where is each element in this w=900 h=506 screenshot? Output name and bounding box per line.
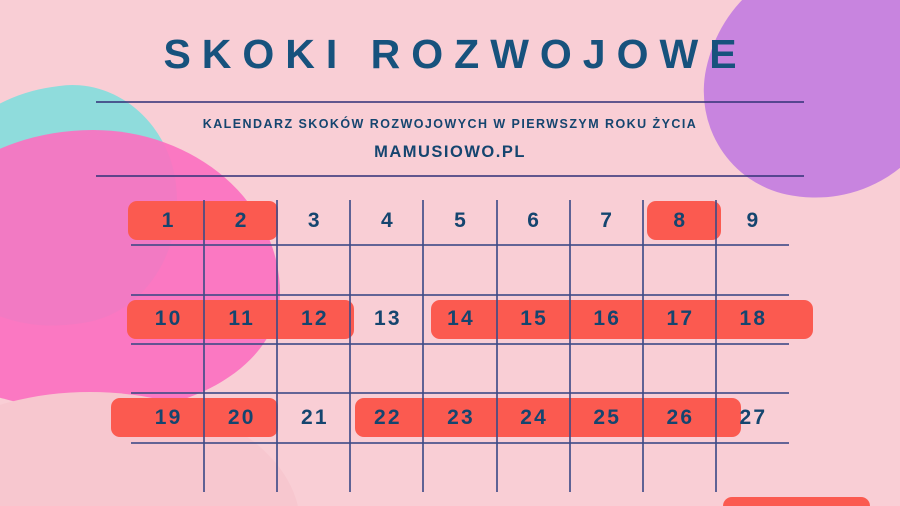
week-cell-highlighted[interactable]: 22 bbox=[374, 405, 402, 429]
week-cell-highlighted[interactable]: 36 bbox=[716, 492, 789, 506]
week-cell[interactable]: 34 bbox=[570, 492, 643, 506]
week-cell[interactable]: 7 bbox=[600, 208, 615, 232]
week-cell-highlighted[interactable]: 4 bbox=[380, 208, 395, 232]
column-divider bbox=[641, 200, 644, 492]
week-cell-highlighted[interactable]: 24 bbox=[520, 405, 549, 429]
week-cell[interactable]: 6 bbox=[527, 208, 542, 232]
row-divider bbox=[131, 441, 789, 444]
week-cell-highlighted[interactable]: 17 bbox=[666, 307, 695, 331]
week-cell-highlighted[interactable]: 8 bbox=[673, 208, 688, 232]
page-title: SKOKI ROZWOJOWE bbox=[163, 31, 748, 77]
week-cell-highlighted[interactable]: 25 bbox=[593, 405, 622, 429]
week-cell[interactable]: 29 bbox=[204, 492, 277, 506]
week-cell[interactable]: 13 bbox=[374, 307, 402, 331]
week-cell[interactable]: 30 bbox=[277, 492, 350, 506]
week-cell[interactable]: 2 bbox=[234, 208, 249, 232]
week-cell-highlighted[interactable]: 16 bbox=[593, 307, 622, 331]
week-cell-highlighted[interactable]: 26 bbox=[666, 405, 695, 429]
week-cell[interactable]: 21 bbox=[300, 405, 329, 429]
week-cell[interactable]: 31 bbox=[350, 492, 423, 506]
week-cell-highlighted[interactable]: 20 bbox=[227, 405, 256, 429]
week-row: 282930313233343536 bbox=[131, 492, 870, 506]
week-cell-highlighted[interactable]: 15 bbox=[520, 307, 549, 331]
row-divider bbox=[131, 342, 789, 345]
week-cell[interactable]: 9 bbox=[746, 208, 761, 232]
week-cell[interactable]: 28 bbox=[131, 492, 204, 506]
column-divider bbox=[495, 200, 498, 492]
week-cell-highlighted[interactable]: 5 bbox=[454, 208, 468, 232]
week-cell[interactable]: 32 bbox=[423, 492, 496, 506]
column-divider bbox=[714, 200, 717, 492]
highlight-bar bbox=[355, 398, 741, 438]
column-divider bbox=[349, 200, 352, 492]
week-cell-highlighted[interactable]: 18 bbox=[739, 307, 768, 331]
poster-header: SKOKI ROZWOJOWE KALENDARZ SKOKÓW ROZWOJO… bbox=[0, 0, 900, 177]
week-cell-highlighted[interactable]: 14 bbox=[447, 307, 475, 331]
column-divider bbox=[422, 200, 425, 492]
week-row: 1 2 3 4 5 6 7 8 9 bbox=[128, 196, 789, 245]
week-row: 19 20 21 22 23 24 25 26 27 bbox=[111, 393, 789, 442]
divider-top bbox=[96, 101, 804, 103]
week-cell-highlighted[interactable]: 11 bbox=[228, 307, 256, 331]
week-cell[interactable]: 3 bbox=[307, 208, 322, 232]
row-divider bbox=[131, 392, 789, 395]
page-subtitle: KALENDARZ SKOKÓW ROZWOJOWYCH W PIERWSZYM… bbox=[202, 117, 698, 131]
row-divider bbox=[131, 244, 789, 247]
highlight-bar bbox=[723, 496, 870, 506]
week-cell-highlighted[interactable]: 19 bbox=[154, 405, 183, 429]
divider-bottom bbox=[96, 175, 804, 177]
week-cell[interactable]: 35 bbox=[643, 492, 716, 506]
column-divider bbox=[276, 200, 279, 492]
week-cell-highlighted[interactable]: 12 bbox=[300, 307, 329, 331]
row-divider bbox=[131, 293, 789, 296]
week-cell-highlighted[interactable]: 10 bbox=[154, 307, 183, 331]
site-url-label: MAMUSIOWO.PL bbox=[374, 143, 526, 161]
week-cell[interactable]: 33 bbox=[497, 492, 570, 506]
week-cell[interactable]: 1 bbox=[161, 208, 176, 232]
week-cell[interactable]: 27 bbox=[739, 405, 768, 429]
week-grid: 1 2 3 4 5 6 7 8 9 10 11 12 13 14 15 16 17 18 19 20 21 22 23 24 2… bbox=[111, 196, 870, 506]
highlight-bar bbox=[431, 299, 813, 339]
week-row: 10 11 12 13 14 15 16 17 18 bbox=[127, 295, 813, 344]
week-cell-highlighted[interactable]: 23 bbox=[447, 405, 475, 429]
column-divider bbox=[203, 200, 206, 492]
column-divider bbox=[568, 200, 571, 492]
